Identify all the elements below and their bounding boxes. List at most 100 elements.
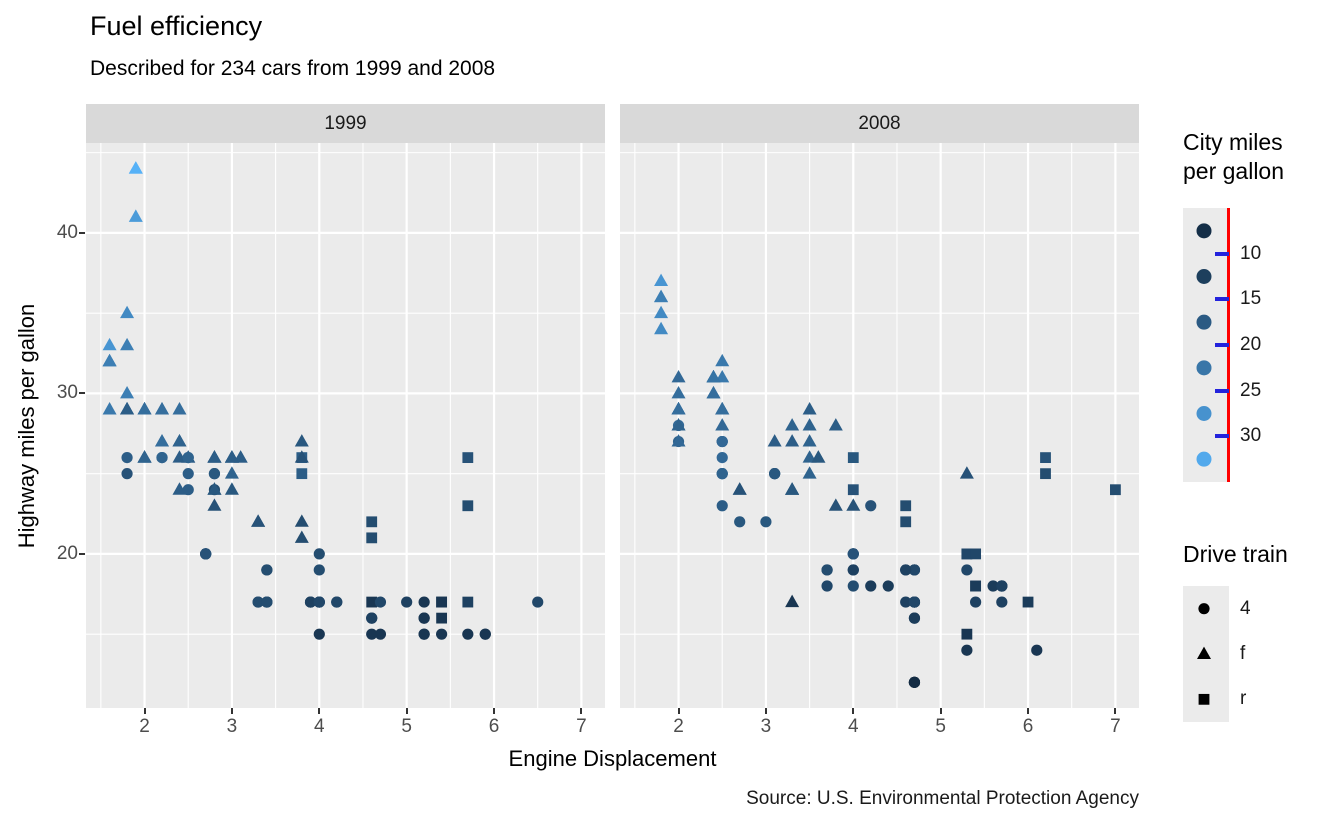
facet-panel-canvas-2008 [620,143,1139,708]
data-point [828,418,843,431]
y-axis-tick [79,392,85,395]
legend-title-city-mpg: City miles per gallon [1183,128,1284,186]
x-tick-label: 4 [847,716,859,737]
data-point [120,337,135,351]
data-point [418,596,430,608]
x-tick-label: 5 [401,716,412,737]
legend-city-canvas [1196,223,1212,467]
data-point [313,548,325,560]
data-point [847,484,859,496]
data-point [182,468,194,480]
data-point [252,596,264,608]
data-point [251,514,266,527]
data-point [847,548,859,560]
data-point [802,402,817,415]
data-point [436,596,448,608]
page-subtitle: Described for 234 cars from 1999 and 200… [90,57,496,80]
data-point [313,564,325,576]
x-tick-label: 5 [935,716,946,737]
x-axis-tick [1027,708,1030,714]
data-point [155,434,170,447]
data-point [374,596,387,608]
data-point [959,466,974,479]
data-point [200,548,212,560]
data-point [418,628,430,640]
x-tick-label: 6 [488,716,500,737]
data-point [418,612,430,624]
data-point [671,402,686,415]
data-point [865,580,877,592]
panel-1999 [86,143,605,708]
x-tick-label: 7 [576,716,587,737]
data-point [732,482,747,495]
data-point [908,564,921,576]
data-point [261,596,273,608]
x-tick-label: 7 [1110,716,1121,737]
x-axis-tick [852,708,855,714]
data-point [331,596,343,608]
data-point [961,644,973,656]
data-point [908,612,921,624]
data-point [366,612,378,624]
legend-drive-train-label: 4 [1240,597,1251,619]
data-point [821,564,833,576]
data-point [996,580,1008,592]
y-tick-label: 40 [56,221,78,243]
data-point [366,532,378,544]
data-point [366,628,378,640]
data-point [760,516,772,528]
x-axis-title: Engine Displacement [508,746,717,771]
data-point [156,452,168,464]
data-point [172,402,187,415]
data-point [961,548,973,560]
legend-color-key-circle [1196,360,1212,376]
data-point [1040,468,1051,480]
data-point [802,434,817,447]
data-point [970,596,982,608]
data-point [462,452,474,464]
data-point [294,530,309,543]
data-point [671,369,686,383]
data-point [900,596,912,608]
data-point [716,452,728,464]
legend-title-drive-train: Drive train [1183,541,1288,567]
data-point [769,468,781,480]
data-point [654,273,669,287]
legend-color-break-label: 25 [1240,379,1262,401]
y-axis-tick [79,231,85,234]
data-point [828,498,843,511]
data-point [294,434,309,447]
data-point [207,498,222,511]
data-point [785,482,800,495]
data-point [970,580,982,592]
data-point [900,500,912,512]
data-point [715,418,730,431]
x-axis-tick [405,708,408,714]
data-point [137,402,152,415]
data-point [436,628,448,640]
panel-2008 [620,143,1139,708]
data-point [374,628,387,640]
data-point [401,596,413,608]
data-point [207,482,222,495]
data-point [802,466,817,479]
facet-panel-canvas-1999 [86,143,605,708]
legend-color-axis-tick [1215,343,1229,347]
legend-color-break-label: 15 [1240,288,1262,310]
data-point [847,452,859,464]
x-tick-label: 3 [226,716,238,737]
data-point [102,353,117,367]
data-point [366,516,378,528]
x-axis-tick [230,708,233,714]
x-axis-tick [764,708,767,714]
legend-color-axis-tick [1215,388,1229,393]
data-point [970,548,982,560]
data-point [462,596,474,608]
data-point [102,402,117,415]
legend-shape-key-triangle [1197,646,1211,659]
data-point [847,564,859,576]
data-point [532,596,544,608]
data-point [706,385,721,399]
page-title: Fuel efficiency [90,11,263,41]
x-tick-label: 2 [673,716,684,737]
